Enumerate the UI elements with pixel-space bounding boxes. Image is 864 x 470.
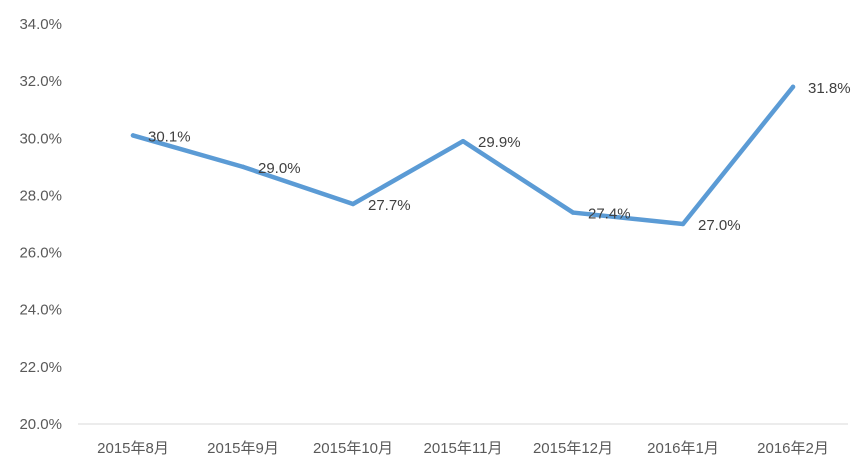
y-tick-label: 22.0% bbox=[19, 359, 62, 376]
x-tick-label: 2016年2月 bbox=[757, 440, 829, 457]
data-point bbox=[460, 138, 466, 144]
x-tick-label: 2015年11月 bbox=[424, 440, 503, 457]
data-label: 29.9% bbox=[478, 134, 521, 151]
data-label: 27.4% bbox=[588, 206, 631, 223]
y-tick-label: 26.0% bbox=[19, 245, 62, 262]
data-label: 27.0% bbox=[698, 217, 741, 234]
data-label: 29.0% bbox=[258, 160, 301, 177]
x-tick-label: 2015年9月 bbox=[207, 440, 279, 457]
data-label: 31.8% bbox=[808, 80, 851, 97]
x-tick-label: 2015年8月 bbox=[97, 440, 169, 457]
series-line bbox=[130, 84, 796, 227]
data-point bbox=[680, 221, 686, 227]
y-tick-label: 32.0% bbox=[19, 73, 62, 90]
data-point bbox=[240, 164, 246, 170]
y-tick-label: 30.0% bbox=[19, 130, 62, 147]
y-tick-label: 24.0% bbox=[19, 302, 62, 319]
y-axis-ticks: 20.0% 22.0% 24.0% 26.0% 28.0% 30.0% 32.0% 34.0% bbox=[19, 16, 62, 433]
data-point bbox=[790, 84, 796, 90]
data-point bbox=[130, 133, 136, 138]
series-group bbox=[130, 84, 796, 227]
x-tick-label: 2015年12月 bbox=[533, 440, 613, 457]
x-tick-label: 2015年10月 bbox=[313, 440, 393, 457]
y-tick-label: 34.0% bbox=[19, 16, 62, 33]
x-tick-label: 2016年1月 bbox=[647, 440, 719, 457]
data-labels: 30.1% 29.0% 27.7% 29.9% 27.4% 27.0% 31.8% bbox=[148, 80, 851, 234]
data-label: 30.1% bbox=[148, 128, 191, 145]
y-tick-label: 28.0% bbox=[19, 187, 62, 204]
x-axis-ticks: 2015年8月 2015年9月 2015年10月 2015年11月 2015年12月 20… bbox=[97, 440, 829, 457]
y-tick-label: 20.0% bbox=[19, 416, 62, 433]
data-label: 27.7% bbox=[368, 197, 411, 214]
data-point bbox=[570, 210, 576, 215]
data-point bbox=[350, 201, 356, 207]
